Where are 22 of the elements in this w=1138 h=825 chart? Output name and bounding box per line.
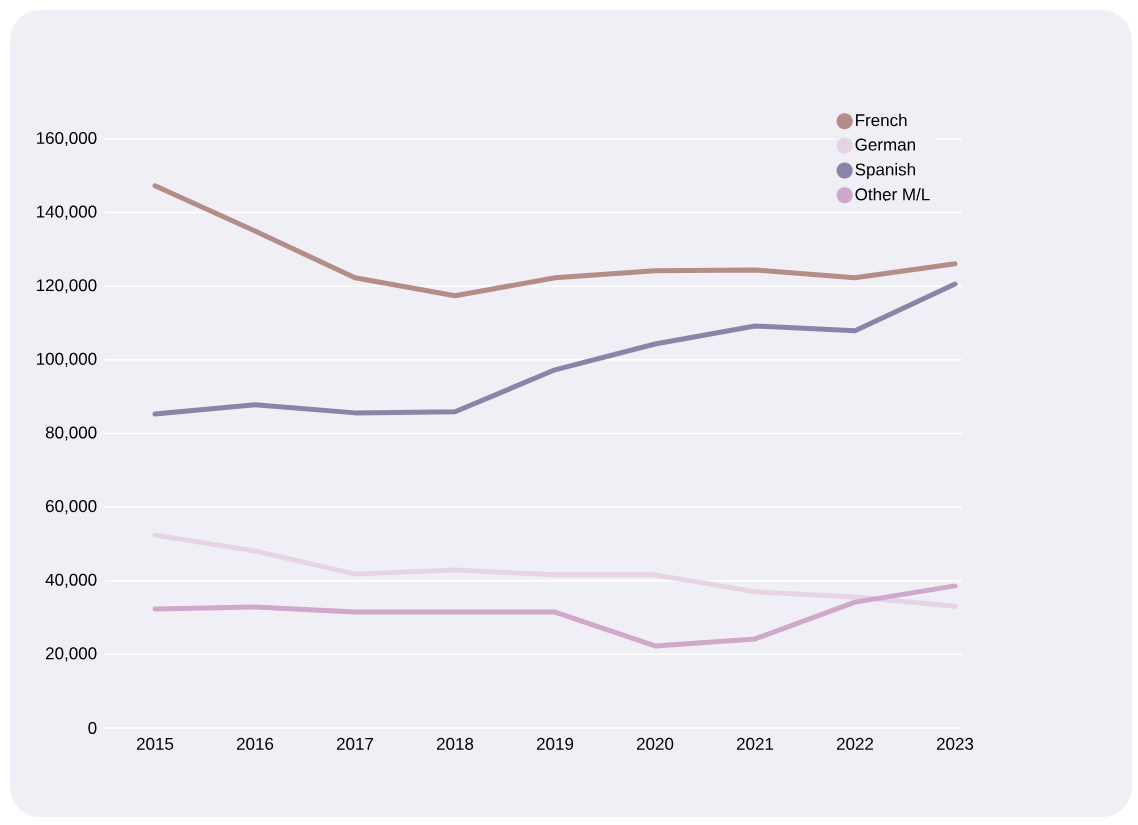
x-tick-label: 2023 xyxy=(936,737,974,750)
legend-label: French xyxy=(856,113,907,127)
x-tick-label: 2022 xyxy=(836,737,874,750)
y-tick-label: 0 xyxy=(88,721,97,735)
y-tick-label: 160,000 xyxy=(36,131,97,147)
y-tick-label: 20,000 xyxy=(46,647,97,662)
x-tick-label: 2017 xyxy=(336,737,374,750)
x-tick-label: 2018 xyxy=(436,737,474,750)
x-tick-label: 2019 xyxy=(536,737,574,750)
x-tick-label: 2015 xyxy=(136,737,174,750)
x-tick-label: 2021 xyxy=(736,737,774,750)
y-tick-label: 100,000 xyxy=(36,352,97,367)
y-tick-label: 140,000 xyxy=(36,205,97,220)
y-tick-label: 60,000 xyxy=(46,500,97,515)
legend-label: Other M/L xyxy=(855,187,930,201)
y-tick-label: 80,000 xyxy=(45,426,97,441)
legend-label: Spanish xyxy=(855,163,915,179)
y-tick-label: 120,000 xyxy=(36,279,97,294)
y-tick-label: 40,000 xyxy=(45,573,97,588)
x-tick-label: 2016 xyxy=(236,737,274,750)
x-tick-label: 2020 xyxy=(636,737,674,750)
legend-label: German xyxy=(855,138,915,151)
